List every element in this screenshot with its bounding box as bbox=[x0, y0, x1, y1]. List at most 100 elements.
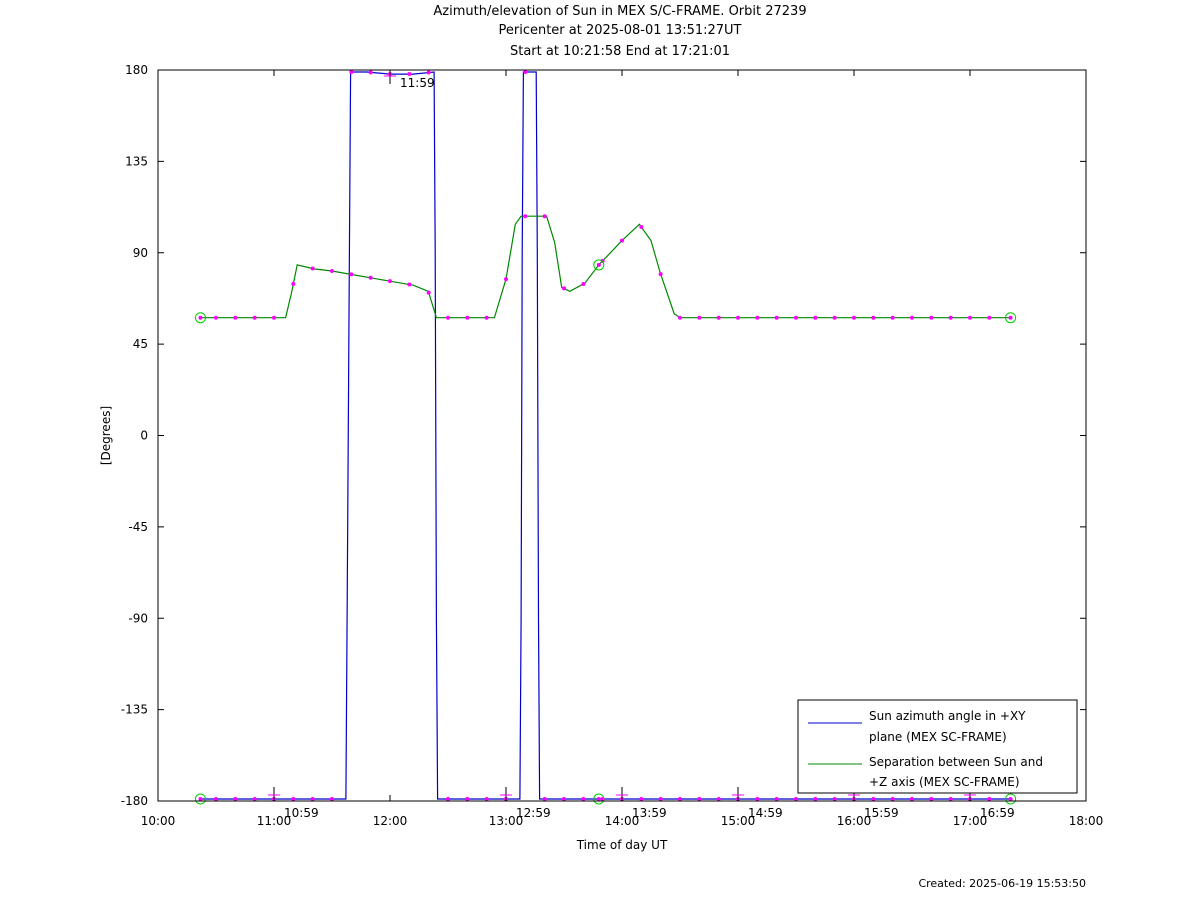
series-marker-dot bbox=[291, 281, 296, 286]
series-marker-dot bbox=[426, 290, 431, 295]
y-tick-label: 0 bbox=[140, 429, 148, 443]
legend-box bbox=[797, 699, 1078, 794]
x-tick-label: 14:00 bbox=[605, 814, 640, 828]
annotation-label: 12:59 bbox=[516, 806, 551, 820]
series-marker-dot bbox=[310, 266, 315, 271]
y-tick-label: 45 bbox=[133, 337, 148, 351]
series-marker-dot bbox=[658, 796, 663, 801]
series-marker-dot bbox=[697, 315, 702, 320]
series-marker-dot bbox=[910, 315, 914, 320]
azimuth-series-line bbox=[200, 71, 1011, 800]
y-tick-label: 180 bbox=[125, 63, 148, 77]
series-marker-dot bbox=[523, 214, 528, 219]
series-marker-dot bbox=[407, 282, 412, 287]
series-marker-dot bbox=[620, 238, 624, 243]
y-tick-label: 90 bbox=[133, 246, 148, 260]
x-tick-label: 18:00 bbox=[1069, 814, 1104, 828]
pericenter-subtitle: Pericenter at 2025-08-01 13:51:27UT bbox=[498, 23, 742, 38]
start-end-dot bbox=[596, 262, 601, 267]
series-marker-dot bbox=[716, 315, 721, 320]
series-marker-dot bbox=[272, 315, 276, 320]
annotation-label: 14:59 bbox=[748, 806, 783, 820]
time-span-subtitle: Start at 10:21:58 End at 17:21:01 bbox=[509, 44, 731, 59]
start-end-circle bbox=[194, 312, 206, 324]
x-tick-label: 10:00 bbox=[141, 814, 176, 828]
series-marker-dot bbox=[871, 315, 876, 320]
plot-frame bbox=[157, 69, 1087, 802]
annotation-label: 11:59 bbox=[400, 76, 435, 90]
series-marker-dot bbox=[987, 796, 992, 801]
series-marker-dot bbox=[774, 796, 779, 801]
chart-title: Azimuth/elevation of Sun in MEX S/C-FRAM… bbox=[433, 4, 807, 19]
series-marker-dot bbox=[252, 315, 257, 320]
series-marker-dot bbox=[794, 315, 798, 320]
series-marker-dot bbox=[736, 315, 740, 320]
y-tick-label: -135 bbox=[121, 703, 148, 717]
series-marker-dot bbox=[658, 272, 663, 277]
x-axis-label: Time of day UT bbox=[576, 838, 668, 852]
series-marker-dot bbox=[581, 282, 586, 287]
series-marker-dot bbox=[484, 315, 489, 320]
series-marker-dot bbox=[697, 796, 702, 801]
series-marker-dot bbox=[523, 70, 528, 75]
legend-separation-line1: Separation between Sun and bbox=[869, 755, 1043, 769]
series-marker-dot bbox=[852, 315, 856, 320]
legend: Sun azimuth angle in +XY plane (MEX SC-F… bbox=[797, 699, 1078, 794]
series-marker-dot bbox=[446, 315, 450, 320]
series-marker-dot bbox=[562, 796, 566, 801]
series-marker-dot bbox=[542, 796, 547, 801]
annotation-label: 15:59 bbox=[864, 806, 899, 820]
start-end-circle bbox=[1005, 312, 1017, 324]
annotation-label: 10:59 bbox=[284, 806, 319, 820]
series-marker-dot bbox=[562, 286, 566, 291]
legend-separation-line2: +Z axis (MEX SC-FRAME) bbox=[869, 775, 1020, 789]
series-marker-dot bbox=[678, 315, 682, 320]
series-marker-dot bbox=[794, 796, 798, 801]
series-marker-dot bbox=[368, 70, 373, 75]
series-marker-dot bbox=[910, 796, 914, 801]
legend-azimuth-line2: plane (MEX SC-FRAME) bbox=[869, 730, 1007, 744]
series-marker-dot bbox=[755, 315, 760, 320]
series-marker-dot bbox=[716, 796, 721, 801]
series-marker-dot bbox=[465, 796, 470, 801]
series-marker-dot bbox=[291, 796, 296, 801]
series-marker-dot bbox=[948, 315, 953, 320]
series-marker-dot bbox=[890, 796, 895, 801]
annotation-label: 16:59 bbox=[980, 806, 1015, 820]
series-marker-dot bbox=[214, 315, 218, 320]
x-tick-label: 13:00 bbox=[489, 814, 524, 828]
series-marker-dot bbox=[330, 269, 334, 274]
y-tick-label: -90 bbox=[128, 611, 148, 625]
series-marker-dot bbox=[233, 315, 238, 320]
series-marker-dot bbox=[349, 272, 354, 277]
start-end-circle bbox=[593, 793, 605, 805]
series-marker-dot bbox=[755, 796, 760, 801]
y-tick-label: -180 bbox=[121, 794, 148, 808]
series-marker-dot bbox=[330, 796, 334, 801]
series-marker-dot bbox=[504, 277, 508, 282]
series-marker-dot bbox=[368, 275, 373, 280]
series-marker-dot bbox=[252, 796, 257, 801]
start-end-dot bbox=[1008, 796, 1013, 801]
x-tick-label: 15:00 bbox=[721, 814, 756, 828]
y-tick-label: 135 bbox=[125, 154, 148, 168]
start-end-dot bbox=[1008, 315, 1013, 320]
x-tick-label: 16:00 bbox=[837, 814, 872, 828]
series-marker-dot bbox=[678, 796, 682, 801]
series-marker-dot bbox=[484, 796, 489, 801]
series-marker-dot bbox=[929, 796, 934, 801]
series-marker-dot bbox=[600, 258, 605, 263]
series-marker-dot bbox=[542, 214, 547, 219]
series-marker-dot bbox=[214, 796, 218, 801]
series-marker-dot bbox=[465, 315, 470, 320]
series-marker-dot bbox=[310, 796, 315, 801]
series-marker-dot bbox=[987, 315, 992, 320]
series-marker-dot bbox=[639, 796, 644, 801]
series-marker-dot bbox=[407, 72, 412, 77]
series-marker-dot bbox=[813, 315, 818, 320]
y-tick-label: -45 bbox=[128, 520, 148, 534]
series-marker-dot bbox=[426, 70, 431, 75]
series-marker-dot bbox=[639, 225, 644, 230]
start-end-circle bbox=[194, 793, 206, 805]
